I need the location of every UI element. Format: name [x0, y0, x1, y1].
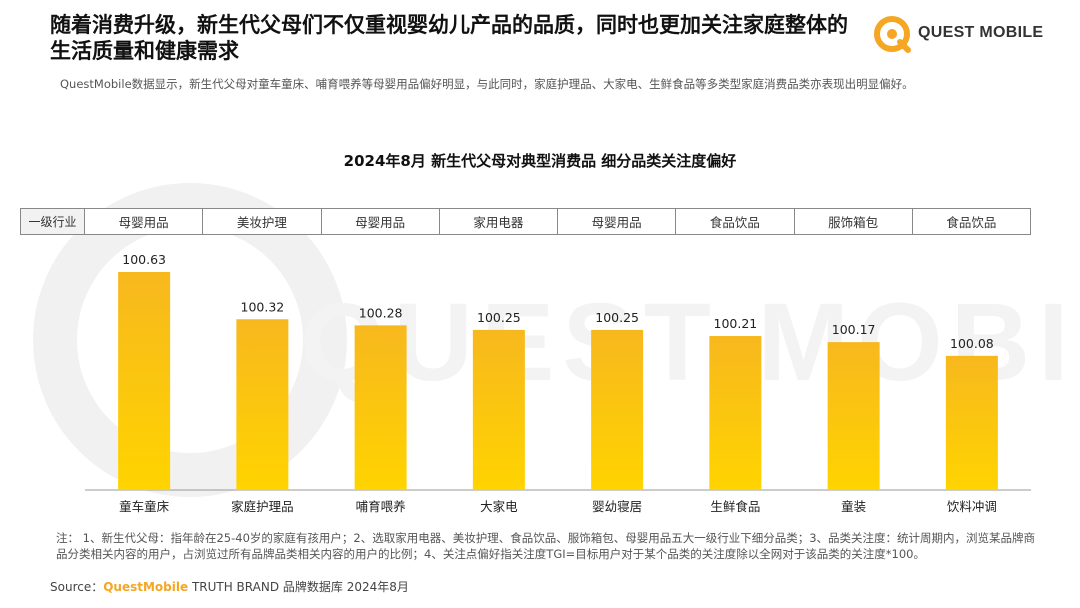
bar-1 [118, 272, 171, 490]
intro-text: QuestMobile数据显示，新生代父母对童车童床、哺育喂养等母婴用品偏好明显… [60, 77, 914, 91]
bar-value-label: 100.17 [832, 322, 876, 337]
bar-2 [236, 319, 289, 490]
category-label: 家庭护理品 [231, 499, 294, 514]
bar-value-label: 100.08 [950, 336, 994, 351]
category-label: 童车童床 [119, 499, 170, 514]
industry-cell: 母婴用品 [558, 209, 677, 234]
bar-value-label: 100.21 [714, 316, 758, 331]
industry-cell: 食品饮品 [946, 215, 997, 230]
industry-cell: 家用电器 [440, 209, 558, 234]
category-label: 哺育喂养 [356, 499, 406, 514]
category-label: 婴幼寝居 [592, 499, 642, 514]
quest-mobile-logo-icon [874, 16, 911, 53]
industry-row-header: 一级行业 [21, 209, 85, 234]
industry-cell: 美妆护理 [203, 209, 322, 234]
chart-title: 2024年8月 新生代父母对典型消费品 细分品类关注度偏好 [343, 152, 737, 170]
bar-value-label: 100.28 [359, 305, 403, 320]
category-label: 童装 [841, 499, 866, 514]
source-prefix: Source： [50, 580, 104, 594]
source-line: Source：QuestMobile TRUTH BRAND 品牌数据库 202… [50, 578, 409, 595]
category-label: 饮料冲调 [947, 499, 997, 514]
bar-value-label: 100.25 [595, 310, 639, 325]
bar-value-label: 100.25 [477, 310, 521, 325]
industry-cell: 服饰箱包 [795, 209, 913, 234]
industry-cell: 食品饮品 [676, 209, 795, 234]
bar-value-label: 100.32 [241, 299, 285, 314]
category-label: 生鲜食品 [710, 499, 760, 514]
source-brand: QuestMobile [103, 580, 189, 594]
quest-mobile-logo: QUEST MOBILE [872, 12, 1044, 53]
industry-cell: 母婴用品 [322, 209, 440, 234]
bar-5 [591, 329, 644, 490]
bar-7 [827, 342, 880, 490]
bar-8 [945, 355, 998, 490]
industry-cell: 母婴用品 [85, 209, 204, 234]
bar-value-label: 100.63 [122, 252, 166, 267]
logo-text: QUEST MOBILE [918, 24, 1044, 41]
bar-3 [354, 325, 407, 490]
bar-4 [472, 329, 525, 490]
page-title: 随着消费升级，新生代父母们不仅重视婴幼儿产品的品质，同时也更加关注家庭整体的生活… [50, 13, 848, 63]
bar-6 [709, 336, 762, 490]
category-label: 大家电 [480, 499, 518, 514]
footnote: 注： 1、新生代父母：指年龄在25-40岁的家庭有孩用户；2、选取家用电器、美妆… [56, 531, 1036, 561]
industry-row: 一级行业 母婴用品 美妆护理 母婴用品 家用电器 母婴用品 食品饮品 服饰箱包 … [20, 208, 1031, 235]
source-rest: TRUTH BRAND 品牌数据库 2024年8月 [188, 580, 409, 594]
